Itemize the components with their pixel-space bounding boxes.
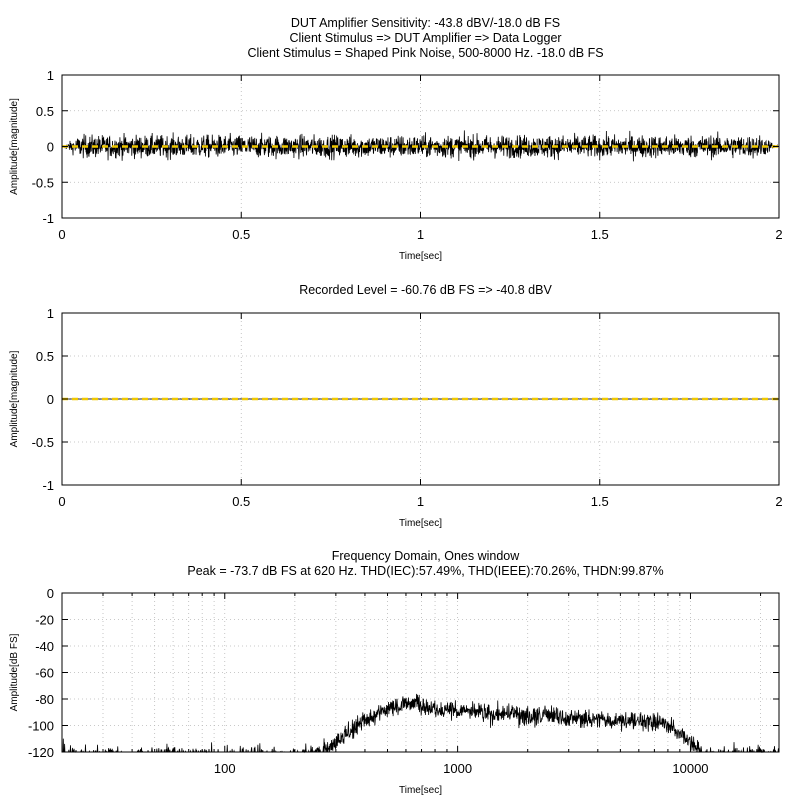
x-tick-label: 1000 bbox=[443, 761, 472, 776]
chart-panel-2: 0 0.5 1 1.5 2 1 0.5 0 -0.5 -1 Recorded Level = -60… bbox=[9, 283, 783, 529]
x-tick-label: 1.5 bbox=[591, 494, 609, 509]
y-tick-label: -20 bbox=[35, 613, 54, 628]
tick-marks bbox=[62, 592, 779, 753]
y-tick-label: 1 bbox=[47, 306, 54, 321]
gridlines bbox=[62, 313, 779, 485]
y-tick-label: -40 bbox=[35, 639, 54, 654]
chart-panel-3: 100 1000 10000 0 -20 -40 -60 -80 -100 -120 Frequen… bbox=[9, 549, 780, 796]
spectrum-line bbox=[62, 693, 780, 754]
chart-panel-1: 0 0.5 1 1.5 2 1 0.5 0 -0.5 -1 DUT Amplifier Sensit… bbox=[9, 16, 783, 262]
y-tick-label: 0 bbox=[47, 140, 54, 155]
x-tick-label: 0 bbox=[58, 227, 65, 242]
chart-title-line: Recorded Level = -60.76 dB FS => -40.8 d… bbox=[299, 283, 552, 297]
x-axis-label: Time[sec] bbox=[399, 785, 442, 796]
tick-marks bbox=[61, 74, 780, 219]
chart-title-line: Frequency Domain, Ones window bbox=[332, 549, 521, 563]
x-tick-label: 0 bbox=[58, 494, 65, 509]
y-axis-label: Amplitude[dB FS] bbox=[9, 633, 20, 711]
y-tick-label: -0.5 bbox=[32, 175, 54, 190]
y-tick-label: 0 bbox=[47, 392, 54, 407]
tick-marks bbox=[61, 312, 780, 486]
y-tick-label: 1 bbox=[47, 68, 54, 83]
x-tick-label: 100 bbox=[214, 761, 236, 776]
y-tick-label: -1 bbox=[42, 211, 54, 226]
y-tick-label: -1 bbox=[42, 478, 54, 493]
chart-title-line: DUT Amplifier Sensitivity: -43.8 dBV/-18… bbox=[291, 16, 560, 30]
y-tick-label: 0.5 bbox=[36, 104, 54, 119]
x-tick-label: 1.5 bbox=[591, 227, 609, 242]
y-axis-label: Amplitude[magnitude] bbox=[9, 350, 20, 447]
x-tick-label: 0.5 bbox=[232, 227, 250, 242]
x-tick-label: 10000 bbox=[672, 761, 708, 776]
chart-title-line: Client Stimulus => DUT Amplifier => Data… bbox=[289, 31, 561, 45]
chart-title-line: Peak = -73.7 dB FS at 620 Hz. THD(IEC):5… bbox=[187, 564, 663, 578]
x-tick-label: 0.5 bbox=[232, 494, 250, 509]
y-tick-label: 0.5 bbox=[36, 349, 54, 364]
y-tick-label: -60 bbox=[35, 666, 54, 681]
signal-waveform bbox=[61, 130, 780, 162]
x-tick-label: 1 bbox=[417, 227, 424, 242]
y-tick-label: -80 bbox=[35, 692, 54, 707]
y-tick-label: -120 bbox=[28, 745, 54, 760]
chart-title-line: Client Stimulus = Shaped Pink Noise, 500… bbox=[247, 46, 603, 60]
x-tick-label: 2 bbox=[775, 494, 782, 509]
y-tick-label: -100 bbox=[28, 719, 54, 734]
y-tick-label: -0.5 bbox=[32, 435, 54, 450]
x-tick-label: 1 bbox=[417, 494, 424, 509]
x-axis-label: Time[sec] bbox=[399, 251, 442, 262]
y-axis-label: Amplitude[magnitude] bbox=[9, 98, 20, 195]
x-tick-label: 2 bbox=[775, 227, 782, 242]
y-tick-label: 0 bbox=[47, 586, 54, 601]
x-axis-label: Time[sec] bbox=[399, 518, 442, 529]
